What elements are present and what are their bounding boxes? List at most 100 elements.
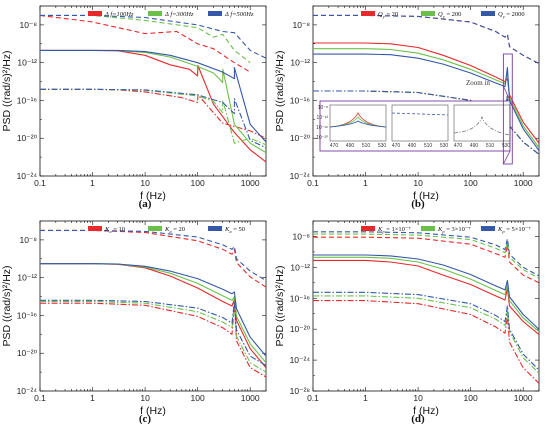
legend-swatch-blue	[481, 226, 495, 231]
series-line-blue-solid	[313, 53, 539, 151]
inset-curve-gray	[453, 115, 511, 136]
x-tick-label: 0.1	[307, 178, 319, 188]
chart-panel-c: 0.1 1 10 100 1000 10⁻⁸ 10⁻¹² 10⁻¹⁶ 10⁻²⁰ 10⁻²⁴ f (…	[1, 220, 267, 417]
series-line-red-dash	[313, 236, 539, 284]
series-layer	[40, 14, 266, 163]
series-line-red-dash	[313, 14, 539, 65]
y-tick-label: 10⁻²⁸	[290, 386, 311, 396]
x-tick-label: 100	[464, 393, 478, 403]
series-line-red-solid	[40, 263, 266, 368]
legend-label: Kp = 5×10⁻⁷	[497, 226, 531, 234]
inset-y-tick: 10⁻¹²	[316, 115, 328, 121]
x-tick-label: 1	[90, 393, 95, 403]
y-tick-label: 10⁻⁸	[292, 20, 310, 30]
panel-label-d: (d)	[411, 413, 425, 425]
x-tick-label: 10	[413, 178, 423, 188]
legend-swatch-red	[88, 226, 102, 231]
chart-panel-a: 0.1 1 10 100 1000 10⁻⁸ 10⁻¹² 10⁻¹⁶ 10⁻²⁰ 10⁻²⁴ f (…	[1, 5, 267, 202]
y-axis-label: PSD ((rad/s)²/Hz)	[1, 265, 13, 346]
inset-x-tick: 470	[392, 143, 401, 149]
series-layer	[313, 231, 539, 384]
zoom-connector	[503, 85, 511, 102]
plot-frame	[39, 5, 267, 177]
inset-frame	[319, 100, 511, 152]
y-tick-label: 10⁻²⁴	[290, 171, 311, 181]
series-line-red-dash	[40, 14, 251, 73]
series-line-green-solid	[313, 48, 539, 149]
chart-panel-b: 0.1 1 10 100 1000 10⁻⁸ 10⁻¹² 10⁻¹⁶ 10⁻²⁰ 10⁻²⁴ f (…	[274, 5, 540, 202]
inset-x-tick: 530	[378, 143, 387, 149]
series-layer	[40, 229, 266, 378]
x-tick-label: 1000	[241, 178, 260, 188]
panel-label-b: (b)	[411, 198, 425, 210]
y-tick-label: 10⁻⁸	[19, 235, 37, 245]
legend: Qy = 20 Qy = 200 Qy = 2000	[361, 11, 525, 19]
inset-y-tick: 10⁻²⁰	[316, 135, 328, 141]
series-line-blue-solid	[313, 254, 539, 330]
legend-label: Qy = 2000	[498, 11, 525, 19]
y-tick-label: 10⁻¹²	[290, 262, 310, 272]
legend-label: Qy = 200	[438, 11, 461, 19]
series-line-blue-dashdot	[313, 291, 539, 371]
series-line-green-dashdot	[40, 88, 266, 146]
x-axis-label: f (Hz)	[413, 405, 439, 417]
legend-label: Kp = 3×10⁻⁷	[437, 226, 471, 234]
legend: Δ f=100Hz Δ f=300Hz Δ f=500Hz	[88, 11, 254, 18]
series-line-green-dash	[40, 14, 251, 64]
series-line-green-dashdot	[40, 300, 266, 373]
inset-curve-blue	[329, 120, 387, 128]
x-tick-label: 1	[363, 393, 368, 403]
series-line-red-solid	[313, 42, 539, 144]
legend: Kp = 1×10⁻⁷ Kp = 3×10⁻⁷ Kp = 5×10⁻⁷	[361, 226, 531, 234]
y-tick-label: 10⁻¹²	[17, 273, 37, 283]
x-tick-label: 10	[140, 393, 150, 403]
series-line-red-dashdot	[40, 302, 266, 378]
zoom-box	[502, 53, 513, 165]
legend-label: Δ f=300Hz	[164, 11, 194, 18]
series-line-red-solid	[40, 49, 266, 163]
series-line-blue-dash	[313, 14, 539, 65]
x-tick-label: 100	[464, 178, 478, 188]
zoom-in-annotation: Zoom in	[466, 79, 490, 87]
inset-x-tick: 530	[502, 143, 511, 149]
series-line-blue-dash	[40, 229, 266, 281]
series-line-blue-dash	[40, 14, 266, 59]
y-tick-label: 10⁻²⁴	[290, 355, 311, 365]
legend-label: Δ f=100Hz	[104, 11, 134, 18]
zoom-inset: Zoom in 470 490 510 530 470 490 510 530 470 490 510…	[316, 53, 513, 165]
inset-y-tick: 10⁻¹⁶	[316, 125, 328, 131]
y-tick-label: 10⁻⁸	[19, 20, 37, 30]
x-axis-label: f (Hz)	[140, 190, 166, 202]
y-axis-label: PSD ((rad/s)²/Hz)	[274, 50, 286, 131]
legend-label: Ka = 10	[104, 226, 125, 234]
x-tick-label: 0.1	[34, 178, 46, 188]
inset-x-tick: 510	[362, 143, 371, 149]
legend-swatch-green	[148, 226, 162, 231]
x-tick-label: 10	[140, 178, 150, 188]
y-tick-label: 10⁻¹²	[290, 58, 310, 68]
x-tick-label: 100	[191, 178, 205, 188]
x-tick-label: 1000	[514, 178, 533, 188]
y-tick-label: 10⁻¹⁶	[290, 95, 310, 105]
series-line-green-dashdot	[313, 295, 539, 374]
legend-swatch-green	[148, 11, 162, 16]
x-tick-label: 1	[90, 178, 95, 188]
x-tick-label: 1000	[514, 393, 533, 403]
series-line-green-solid	[313, 256, 539, 332]
series-line-blue-dashdot	[40, 88, 266, 149]
x-axis-label: f (Hz)	[140, 405, 166, 417]
y-tick-label: 10⁻¹²	[17, 58, 37, 68]
inset-y-tick: 10⁻⁸	[318, 105, 328, 111]
panel-label-a: (a)	[139, 198, 152, 210]
y-axis-label: PSD ((rad/s)²/Hz)	[1, 50, 13, 131]
legend-swatch-green	[421, 226, 435, 231]
x-tick-label: 100	[191, 393, 205, 403]
x-tick-label: 1000	[241, 393, 260, 403]
legend-label: Ka = 20	[164, 226, 185, 234]
legend-swatch-blue	[481, 11, 495, 16]
panels-layer: 0.1 1 10 100 1000 10⁻⁸ 10⁻¹² 10⁻¹⁶ 10⁻²⁰ 10⁻²⁴ f (…	[1, 5, 540, 417]
plot-frame	[312, 220, 540, 392]
inset-x-tick: 530	[440, 143, 449, 149]
inset-subpanel	[453, 104, 511, 142]
